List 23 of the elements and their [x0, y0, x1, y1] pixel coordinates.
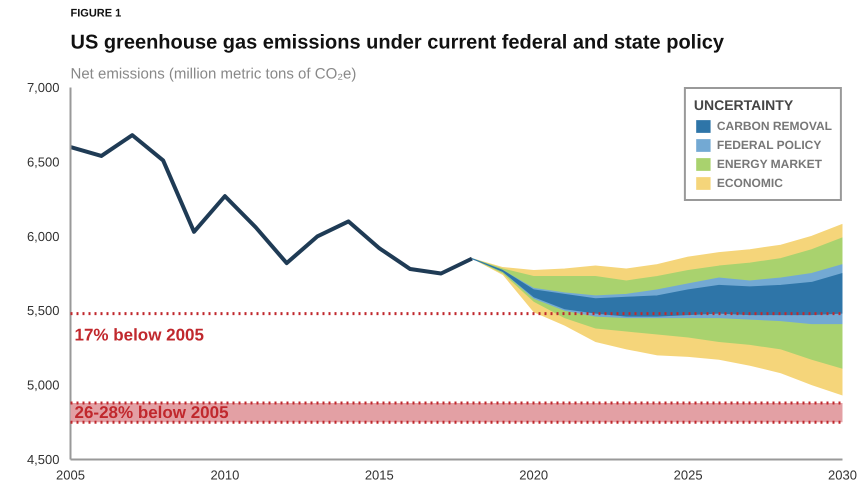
x-tick-label: 2025: [674, 468, 703, 482]
x-tick-label: 2010: [210, 468, 240, 482]
legend-label: ECONOMIC: [716, 175, 783, 191]
legend-label: FEDERAL POLICY: [716, 137, 822, 153]
y-tick-label: 6,000: [26, 228, 60, 244]
y-tick-label: 4,500: [26, 452, 60, 467]
x-tick-label: 2030: [828, 468, 857, 482]
legend-label: CARBON REMOVAL: [716, 118, 832, 134]
chart-subtitle: Net emissions (million metric tons of CO₂e): [70, 66, 356, 82]
x-tick-label: 2015: [364, 468, 394, 482]
y-tick-label: 5,000: [26, 378, 60, 393]
y-tick-label: 7,000: [26, 80, 60, 95]
x-tick-label: 2005: [56, 468, 85, 482]
legend-label: ENERGY MARKET: [716, 156, 822, 172]
line-series: [70, 133, 474, 276]
y-tick-label: 6,500: [26, 154, 60, 170]
legend-title: UNCERTAINTY: [694, 97, 794, 113]
chart-title: US greenhouse gas emissions under current federal and state policy: [70, 32, 725, 54]
caption: FIGURE 1: [70, 8, 122, 20]
ref-line-label: 17% below 2005: [74, 326, 204, 345]
band-label: 26-28% below 2005: [74, 403, 229, 422]
x-tick-label: 2020: [519, 468, 548, 482]
y-tick-label: 5,500: [26, 303, 60, 318]
